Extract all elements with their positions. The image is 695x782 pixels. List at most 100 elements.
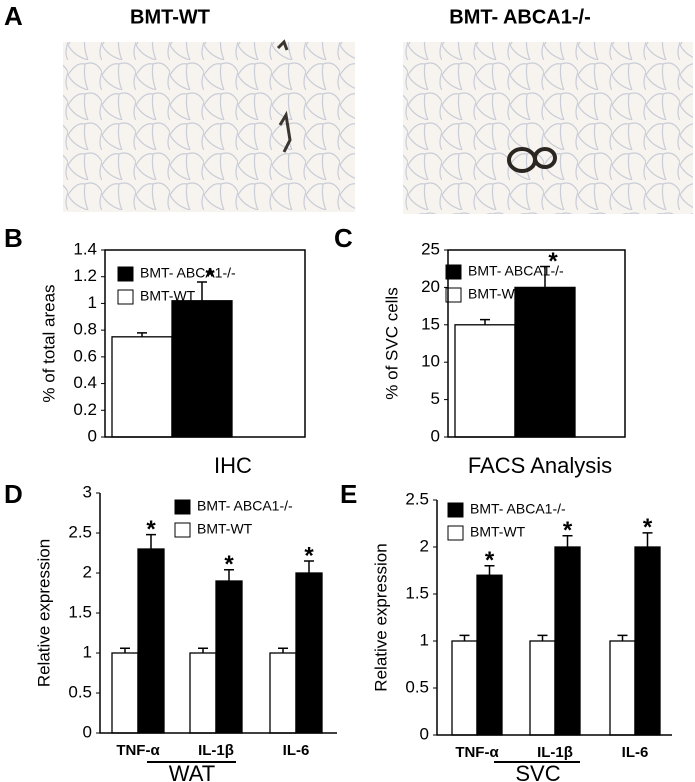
x-axis-label: FACS Analysis [468,453,612,478]
panel-letter: C [334,223,353,253]
error-bar [224,569,234,581]
y-tick-label: 0.8 [73,320,97,339]
axes [436,500,672,736]
legend-swatch [447,525,464,541]
x-tick-label: IL-1β [198,742,234,759]
legend-label: BMT-WT [468,286,524,302]
error-bar [642,532,653,547]
significance-star: * [304,542,314,569]
y-tick-label: 0.5 [68,682,92,701]
axes [104,249,306,438]
y-tick-label: 1.2 [73,266,97,285]
axes [99,493,337,734]
micrograph [403,42,693,214]
significance-star: * [563,517,573,544]
x-tick-label: IL-1β [537,744,573,761]
bar [215,580,243,734]
x-axis-label: SVC [515,761,560,782]
legend-label: BMT- ABCA1-/- [470,501,566,517]
legend-label: BMT- ABCA1-/- [197,498,293,514]
error-bar [304,560,314,573]
bar [111,336,173,438]
legend-swatch [174,499,191,515]
y-tick-label: 0.6 [73,346,97,365]
legend-swatch [445,287,462,303]
y-tick-label: 0 [83,722,92,741]
bar [189,652,217,734]
legend-swatch [174,522,191,538]
image-title: BMT- ABCA1-/- [449,6,590,28]
image-title: BMT-WT [130,6,210,28]
y-tick-label: 1 [83,642,92,661]
significance-star: * [146,516,156,543]
legend-label: BMT- ABCA1-/- [140,265,236,281]
error-bar [137,332,147,337]
y-axis-label: Relative expression [34,539,53,687]
y-tick-label: 1 [88,293,97,312]
significance-star: * [205,263,215,290]
y-tick-label: 2.5 [405,489,429,508]
bar [137,548,165,734]
significance-star: * [485,547,495,574]
y-axis-label: % of SVC cells [382,287,401,399]
y-tick-label: 1.4 [73,239,97,258]
legend-label: BMT-WT [197,521,253,537]
bar [171,300,233,438]
bar [609,640,636,736]
y-tick-label: 1 [420,630,429,649]
error-bar [540,265,550,288]
legend-label: BMT-WT [470,524,526,540]
legend-swatch [447,502,464,518]
legend-swatch [117,266,134,282]
error-bar [197,281,207,301]
x-axis-label: WAT [169,761,215,782]
panel-letter: B [4,223,23,253]
bar [295,572,323,734]
panel-letter: E [340,479,357,509]
micrograph-detail [533,147,557,169]
bar [476,574,503,736]
y-axis-label: % of total areas [39,284,58,402]
error-bar [484,565,495,576]
y-tick-label: 2 [83,562,92,581]
y-tick-label: 0 [420,724,429,743]
legend-swatch [117,289,134,305]
bar [514,286,576,438]
bar [529,640,556,736]
y-tick-label: 2 [420,536,429,555]
significance-star: * [643,514,653,541]
bar [634,546,661,736]
error-bar [480,318,490,325]
error-bar [278,647,288,653]
y-tick-label: 0 [431,426,440,445]
error-bar [562,534,573,547]
panel-letter: A [4,1,23,31]
y-tick-label: 2.5 [68,522,92,541]
legend-label: BMT-WT [140,288,196,304]
panel-letter: D [4,479,23,509]
y-tick-label: 20 [421,277,440,296]
error-bar [459,634,470,641]
legend-label: BMT- ABCA1-/- [468,263,564,279]
y-tick-label: 1.5 [405,583,429,602]
significance-star: * [548,248,558,275]
legend-swatch [445,264,462,280]
bar [451,640,478,736]
micrograph-detail [276,39,292,153]
error-bar [198,647,208,653]
error-bar [617,634,628,641]
x-tick-label: IL-6 [622,744,649,761]
y-tick-label: 25 [421,239,440,258]
x-axis-label: IHC [214,453,252,478]
significance-star: * [224,551,234,578]
axes [447,249,626,438]
y-tick-label: 15 [421,314,440,333]
y-tick-label: 0.4 [73,373,97,392]
bar [454,324,516,438]
y-tick-label: 0.5 [405,677,429,696]
bar [554,546,581,736]
bar [269,652,297,734]
micrograph [63,42,355,212]
error-bar [146,533,156,549]
